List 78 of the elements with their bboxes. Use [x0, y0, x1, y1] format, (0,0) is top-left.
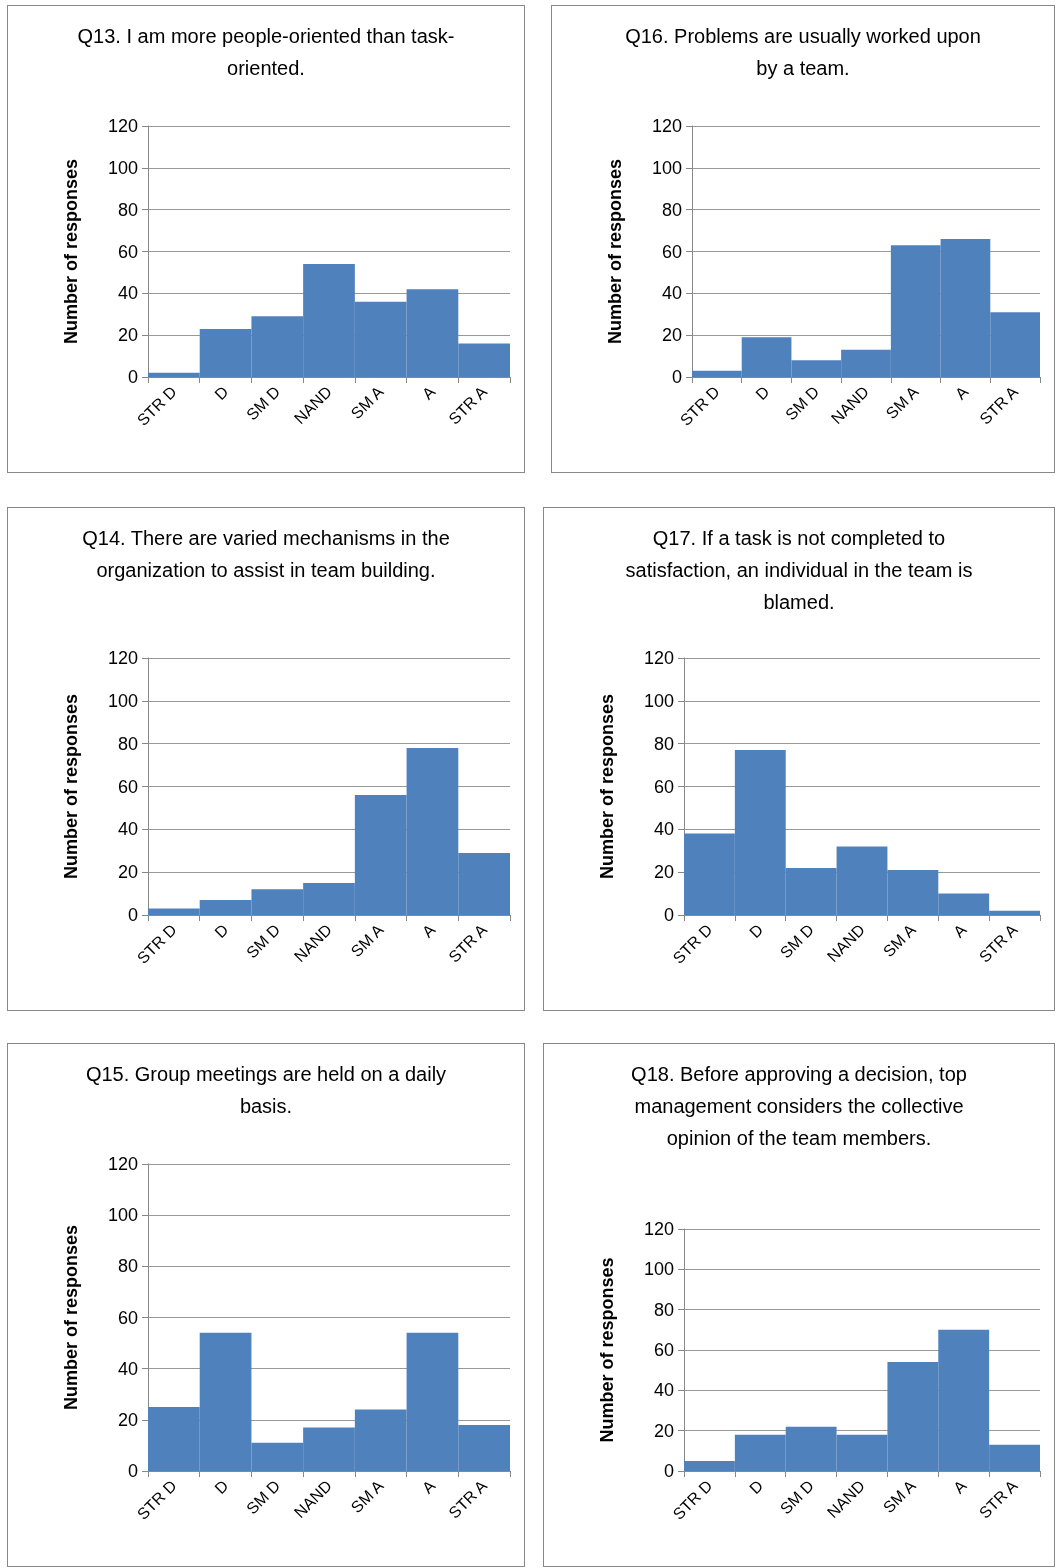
- x-tick-label: A: [418, 1476, 439, 1497]
- y-tick-label: 80: [653, 1299, 674, 1320]
- chart-title: Q14. There are varied mechanisms in the organization to assist in team building.: [81, 526, 451, 583]
- x-tick-label: SM A: [347, 1476, 387, 1517]
- y-tick-label: 20: [117, 1409, 138, 1430]
- y-tick-label: 120: [643, 648, 674, 668]
- y-tick-label: 100: [107, 157, 138, 178]
- y-tick-label: 100: [643, 1259, 674, 1280]
- x-tick-label: SM A: [347, 920, 387, 961]
- y-tick-label: 60: [653, 1340, 674, 1360]
- y-tick-label: 120: [107, 648, 138, 668]
- y-tick-label: 80: [653, 733, 674, 754]
- x-tick-label: A: [951, 382, 972, 403]
- y-tick-label: 40: [653, 1380, 674, 1401]
- chart-title: Q15. Group meetings are held on a daily basis.: [84, 1062, 448, 1119]
- x-tick-label: STR A: [445, 920, 491, 966]
- x-tick-label: SM A: [882, 382, 922, 423]
- y-tick-label: 60: [117, 241, 138, 262]
- x-tick-label: A: [418, 382, 439, 403]
- y-tick-label: 120: [107, 1154, 138, 1174]
- x-tick-label: SM D: [782, 382, 823, 424]
- x-tick-label: SM D: [776, 1476, 818, 1518]
- y-tick-label: 80: [661, 199, 682, 220]
- x-tick-label: A: [950, 920, 970, 941]
- x-tick-label: STR A: [975, 920, 1021, 966]
- y-tick-label: 20: [117, 325, 138, 346]
- y-axis-title: Number of responses: [61, 693, 81, 880]
- chart-title: Q13. I am more people-oriented than task-oriented.: [76, 24, 456, 81]
- y-axis-title: Number of responses: [597, 693, 617, 880]
- y-axis-title: Number of responses: [61, 158, 81, 345]
- x-tick-label: D: [746, 920, 767, 942]
- x-tick-label: A: [418, 920, 439, 941]
- x-tick-label: A: [950, 1476, 970, 1497]
- y-tick-label: 100: [643, 690, 674, 711]
- y-axis-title: Number of responses: [605, 158, 625, 345]
- y-tick-label: 120: [651, 116, 682, 136]
- y-tick-label: 120: [643, 1219, 674, 1239]
- y-tick-label: 60: [117, 776, 138, 797]
- y-axis-title: Number of responses: [597, 1257, 617, 1443]
- x-tick-label: SM A: [347, 382, 387, 423]
- y-tick-label: 80: [117, 199, 138, 220]
- x-tick-label: STR A: [445, 1476, 491, 1522]
- x-tick-label: SM A: [879, 1476, 920, 1517]
- y-tick-label: 40: [661, 283, 682, 304]
- x-tick-label: SM A: [879, 920, 920, 961]
- x-tick-label: SM D: [243, 920, 284, 962]
- y-tick-label: 100: [651, 157, 682, 178]
- x-tick-label: SM D: [243, 1476, 284, 1518]
- x-tick-label: SM D: [243, 382, 284, 424]
- y-tick-label: 40: [117, 283, 138, 304]
- y-tick-label: 80: [117, 1256, 138, 1277]
- x-tick-label: D: [211, 1476, 232, 1498]
- y-axis-title: Number of responses: [61, 1224, 81, 1411]
- y-tick-label: 20: [653, 862, 674, 883]
- y-tick-label: 100: [107, 690, 138, 711]
- x-tick-label: SM D: [776, 920, 818, 962]
- x-tick-label: STR A: [975, 1476, 1021, 1522]
- x-tick-label: STR A: [445, 382, 491, 428]
- x-tick-label: D: [752, 382, 773, 404]
- y-tick-label: 100: [107, 1205, 138, 1226]
- chart-title: Q17. If a task is not completed to satisfaction, an individual in the team is blamed.: [624, 526, 974, 615]
- y-tick-label: 60: [661, 241, 682, 262]
- y-tick-label: 40: [117, 819, 138, 840]
- y-tick-label: 80: [117, 733, 138, 754]
- y-tick-label: 40: [653, 819, 674, 840]
- y-tick-label: 20: [117, 862, 138, 883]
- y-tick-label: 20: [661, 325, 682, 346]
- y-tick-label: 60: [653, 776, 674, 797]
- x-tick-label: D: [746, 1476, 767, 1498]
- y-tick-label: 60: [117, 1307, 138, 1328]
- y-tick-label: 120: [107, 116, 138, 136]
- x-tick-label: D: [211, 382, 232, 404]
- chart-title: Q18. Before approving a decision, top management considers the collective opinion of the team members.: [630, 1062, 968, 1151]
- y-tick-label: 20: [653, 1420, 674, 1441]
- chart-title: Q16. Problems are usually worked upon by a team.: [624, 24, 982, 81]
- y-tick-label: 40: [117, 1358, 138, 1379]
- x-tick-label: D: [211, 920, 232, 942]
- x-tick-label: STR A: [976, 382, 1022, 428]
